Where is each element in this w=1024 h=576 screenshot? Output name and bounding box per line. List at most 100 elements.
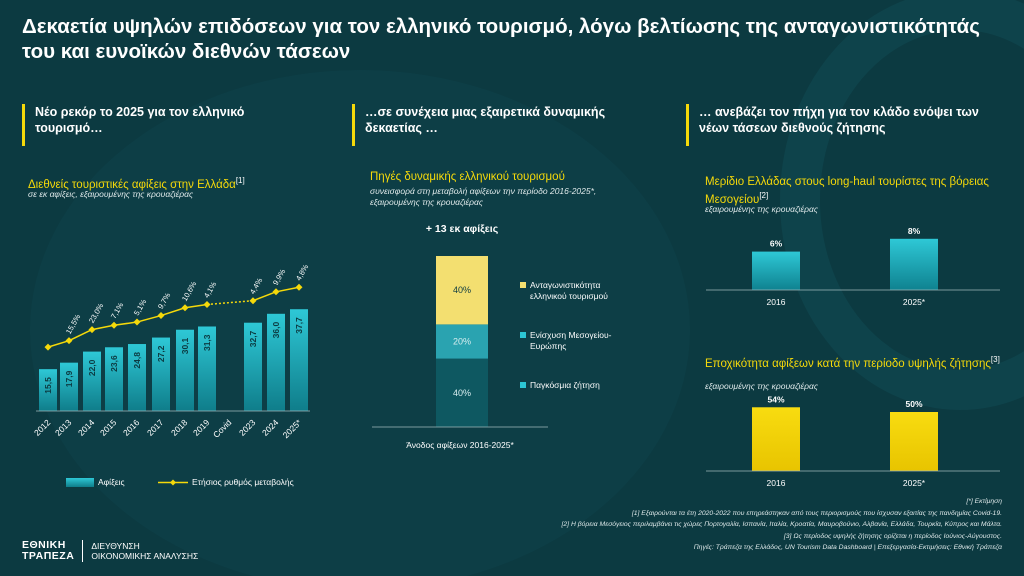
legend-bar-swatch xyxy=(66,477,94,487)
legend-label: Ενίσχυση Μεσογείου- xyxy=(530,330,612,340)
chart3-title: Μερίδιο Ελλάδας στους long-haul τουρίστε… xyxy=(705,175,1005,207)
logo-dept2: ΟΙΚΟΝΟΜΙΚΗΣ ΑΝΑΛΥΣΗΣ xyxy=(91,551,199,561)
bar xyxy=(890,238,938,290)
arrivals-bar-label: 24,8 xyxy=(132,352,142,369)
chart1-legend-line: Ετήσιος ρυθμός μεταβολής xyxy=(158,477,294,487)
arrivals-bar-label: 37,7 xyxy=(294,317,304,334)
arrivals-bar xyxy=(176,329,194,411)
growth-line-segment xyxy=(252,291,277,302)
arrivals-bar-label: 22,0 xyxy=(87,359,97,376)
arrivals-chart: 15,5201217,9201322,0201423,6201524,82016… xyxy=(32,263,310,441)
chart1-title-note: [1] xyxy=(235,176,245,185)
arrivals-bar-label: 23,6 xyxy=(109,355,119,372)
logo-dept1: ΔΙΕΥΘΥΝΣΗ xyxy=(91,541,140,551)
legend-swatch xyxy=(520,382,526,388)
growth-line-segment xyxy=(184,303,208,309)
footnote: [2] Η βόρεια Μεσόγειος περιλαμβάνει τις … xyxy=(561,521,1003,528)
arrivals-bar xyxy=(290,309,308,411)
legend-swatch xyxy=(520,282,526,288)
arrivals-bar-label: 17,9 xyxy=(64,370,74,387)
section-2-header: …σε συνέχεια μιας εξαιρετικά δυναμικής δ… xyxy=(352,104,642,146)
arrivals-bar xyxy=(198,326,216,411)
bar-value-label: 6% xyxy=(770,239,783,249)
bar-value-label: 54% xyxy=(767,394,784,404)
arrivals-bar-label: 30,1 xyxy=(180,337,190,354)
arrivals-bar xyxy=(244,322,262,411)
chart4-title: Εποχικότητα αφίξεων κατά την περίοδο υψη… xyxy=(705,353,1005,371)
chart3-title-note: [2] xyxy=(759,191,769,200)
legend-label: Ανταγωνιστικότητα xyxy=(530,280,601,290)
arrivals-bar xyxy=(152,337,170,411)
chart2-subtitle: συνεισφορά στη μεταβολή αφίξεων την περί… xyxy=(370,186,597,207)
sources-chart: + 13 εκ αφίξεις 40% 20% 40% Άνοδος αφίξεων 2… xyxy=(372,223,612,450)
growth-point xyxy=(203,300,211,308)
growth-line-segment xyxy=(136,314,162,323)
growth-point xyxy=(44,343,52,351)
growth-point xyxy=(181,304,189,312)
legend-label: Ευρώπης xyxy=(530,341,566,351)
footnote: [*] Εκτίμηση xyxy=(966,498,1002,505)
stacked-segment xyxy=(436,324,488,359)
chart1-title-text: Διεθνείς τουριστικές αφίξεις στην Ελλάδα xyxy=(28,178,236,191)
chart4-title-note: [3] xyxy=(990,355,1000,364)
chart3-subtitle: εξαιρουμένης της κρουαζιέρας xyxy=(705,204,818,214)
x-axis-label: Άνοδος αφίξεων 2016-2025* xyxy=(406,440,514,450)
section-1-header: Νέο ρεκόρ το 2025 για τον ελληνικό τουρι… xyxy=(22,104,312,146)
bar xyxy=(752,407,800,471)
bar-value-label: 8% xyxy=(908,226,921,236)
growth-point xyxy=(133,318,141,326)
legend-swatch xyxy=(520,332,526,338)
legend-line-label: Ετήσιος ρυθμός μεταβολής xyxy=(192,477,294,487)
legend-label: ελληνικού τουρισμού xyxy=(530,291,608,301)
bar xyxy=(890,412,938,471)
chart4-title-text: Εποχικότητα αφίξεων κατά την περίοδο υψη… xyxy=(705,357,991,370)
x-tick-label: 2025* xyxy=(903,297,926,307)
stacked-segment xyxy=(436,256,488,325)
arrivals-bar xyxy=(60,362,78,411)
arrivals-bar xyxy=(83,351,101,411)
footnote: [3] Ως περίοδος υψηλής ζήτησης ορίζεται … xyxy=(783,532,1002,540)
seasonality-chart: 54% 2016 50% 2025* xyxy=(706,394,1000,488)
chart1-legend-bars: Αφίξεις xyxy=(66,477,125,487)
arrivals-bar-label: 36,0 xyxy=(271,322,281,339)
page-title: Δεκαετία υψηλών επιδόσεων για τον ελληνι… xyxy=(22,15,980,63)
growth-point xyxy=(295,283,303,291)
longhaul-share-chart: 6% 2016 8% 2025* xyxy=(706,226,1000,307)
arrivals-bar xyxy=(128,344,146,411)
growth-point xyxy=(110,321,118,329)
logo-line1: ΕΘΝΙΚΗ xyxy=(22,539,66,551)
growth-point xyxy=(249,297,257,305)
arrivals-bar xyxy=(267,313,285,411)
growth-point xyxy=(272,288,280,296)
legend-label: Παγκόσμια ζήτηση xyxy=(530,380,600,390)
segment-label: 20% xyxy=(453,337,471,347)
growth-line-segment xyxy=(68,328,93,342)
x-tick-label: 2016 xyxy=(767,478,786,488)
bar-value-label: 50% xyxy=(905,399,922,409)
section-3-header: … ανεβάζει τον πήχη για τον κλάδο ενόψει… xyxy=(686,104,986,146)
chart3-title-text: Μερίδιο Ελλάδας στους long-haul τουρίστε… xyxy=(705,176,989,206)
total-label: + 13 εκ αφίξεις xyxy=(426,223,499,235)
arrivals-bar-label: 27,2 xyxy=(156,345,166,362)
chart1-subtitle: σε εκ αφίξεις, εξαιρουμένης της κρουαζιέ… xyxy=(28,189,194,199)
arrivals-bar-label: 15,5 xyxy=(43,377,53,394)
bar xyxy=(752,251,800,290)
arrivals-bar-label: 31,3 xyxy=(202,334,212,351)
footnotes: [*] Εκτίμηση [1] Εξαιρούνται τα έτη 2020… xyxy=(382,496,1003,554)
x-tick-label: 2025* xyxy=(903,478,926,488)
footnote: [1] Εξαιρούνται τα έτη 2020-2022 που επη… xyxy=(631,509,1002,517)
x-tick-label: 2016 xyxy=(767,297,786,307)
chart1-title: Διεθνείς τουριστικές αφίξεις στην Ελλάδα… xyxy=(28,174,245,192)
legend-line-swatch xyxy=(158,479,188,485)
arrivals-bar xyxy=(105,347,123,411)
growth-point xyxy=(65,337,73,345)
arrivals-bar-label: 32,7 xyxy=(248,330,258,347)
chart4-subtitle: εξαιρουμένης της κρουαζιέρας xyxy=(705,381,818,391)
logo-separator xyxy=(82,540,84,562)
segment-label: 40% xyxy=(453,285,471,295)
chart2-title: Πηγές δυναμικής ελληνικού τουρισμού xyxy=(370,171,565,183)
footnote: Πηγές: Τράπεζα της Ελλάδος, UN Tourism D… xyxy=(693,544,1002,551)
growth-point xyxy=(157,312,165,320)
legend-bar-label: Αφίξεις xyxy=(98,477,125,487)
arrivals-bar xyxy=(39,369,57,411)
